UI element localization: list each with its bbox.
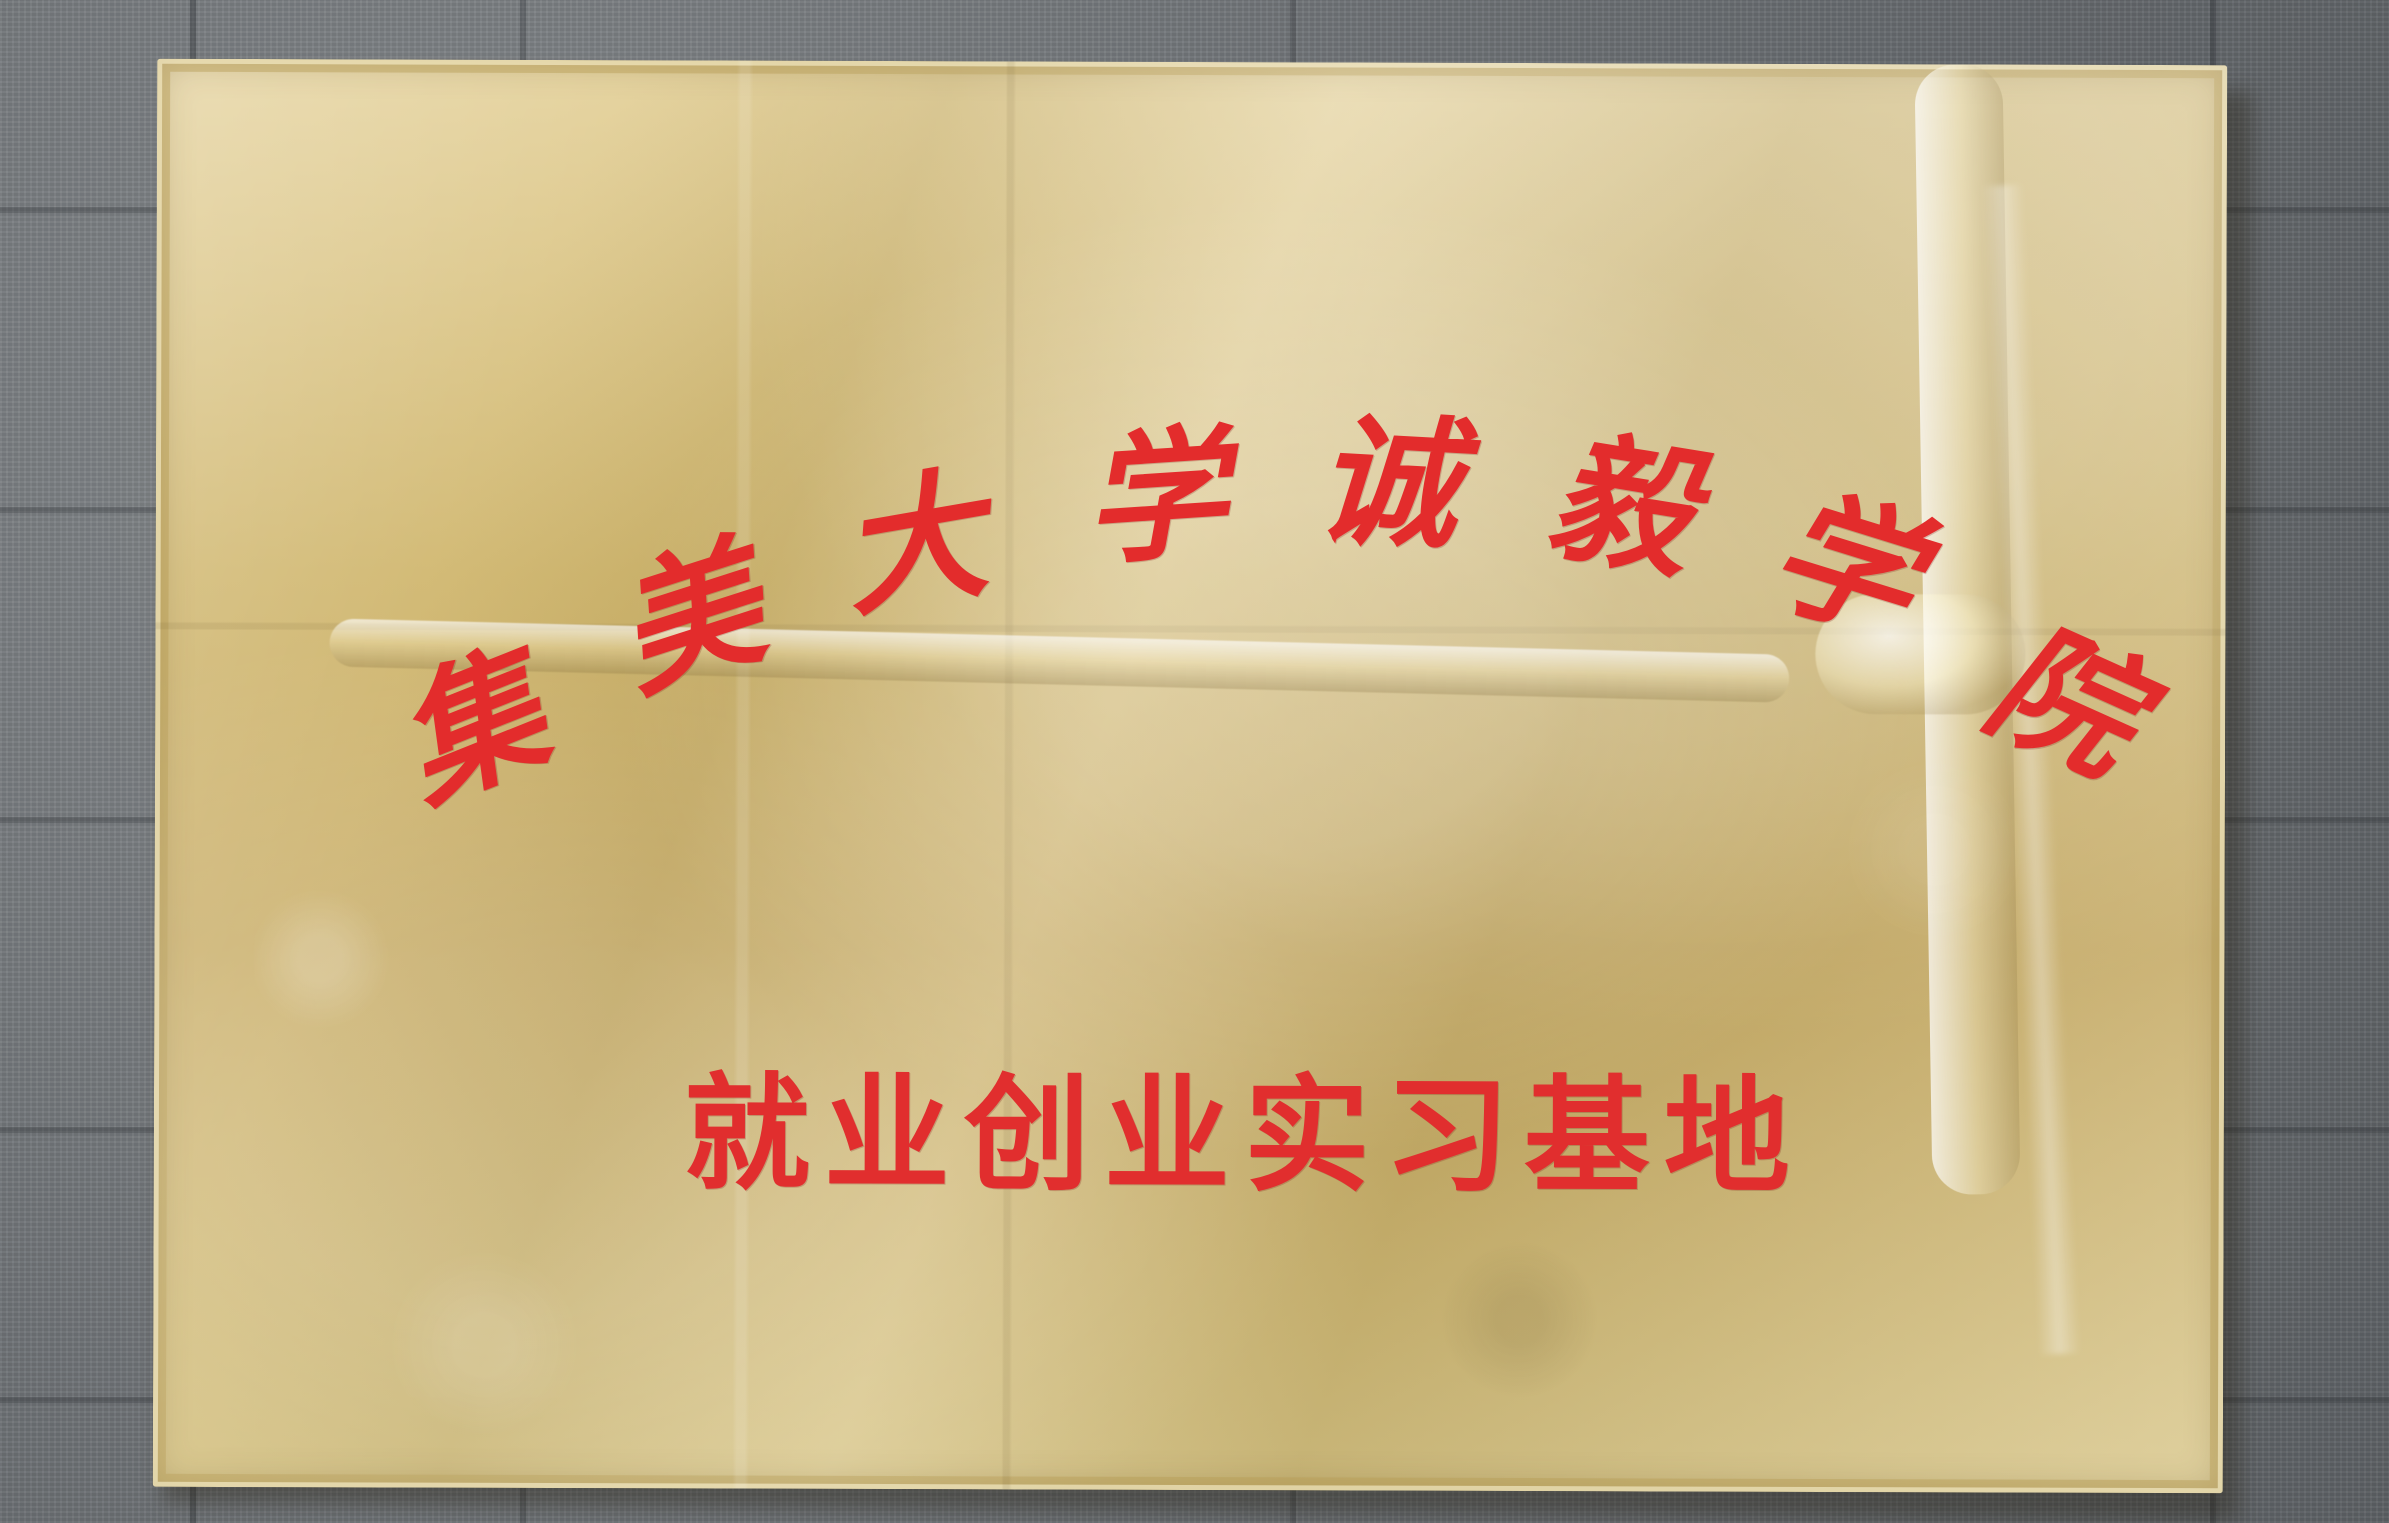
plaque-subtitle: 就业创业实习基地 bbox=[683, 1059, 1805, 1211]
pipe-reflection-vertical bbox=[1914, 63, 2021, 1196]
arched-character: 美 bbox=[595, 518, 782, 721]
arched-character: 学 bbox=[1752, 464, 1938, 666]
pipe-reflection-joint bbox=[1815, 593, 2026, 715]
arched-character: 集 bbox=[374, 625, 568, 833]
pipe-reflection-horizontal bbox=[328, 618, 1790, 703]
plaque-glint bbox=[1981, 184, 2081, 1355]
arched-character: 院 bbox=[1965, 595, 2164, 806]
gold-plaque: 集 美 大 学 诚 毅 学 院 就业创业实习基地 bbox=[152, 58, 2228, 1494]
plaque-surface-stains bbox=[152, 58, 2228, 1494]
arched-character: 毅 bbox=[1538, 413, 1706, 600]
plaque-reflection bbox=[152, 58, 2228, 1494]
arched-character: 学 bbox=[1078, 410, 1232, 586]
arched-character: 诚 bbox=[1311, 396, 1463, 571]
arched-character: 大 bbox=[828, 450, 997, 639]
arched-calligraphy: 集 美 大 学 诚 毅 学 院 bbox=[153, 59, 2227, 1493]
